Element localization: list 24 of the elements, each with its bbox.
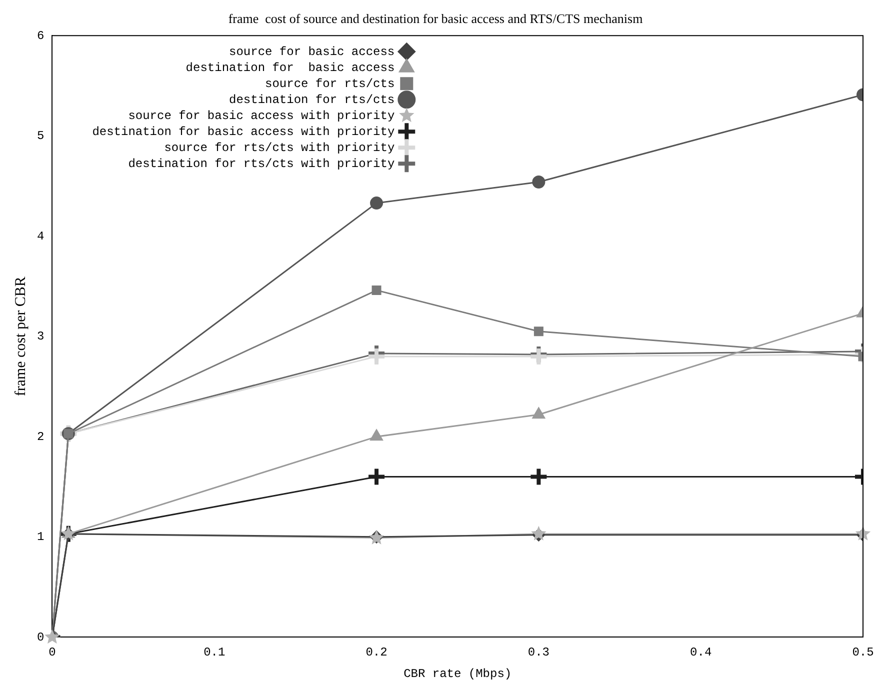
y-tick-label: 0: [37, 630, 44, 644]
legend-label: destination for rts/cts: [229, 92, 395, 107]
legend-label: source for basic access with priority: [128, 108, 395, 123]
legend-label: destination for basic access: [186, 60, 395, 75]
x-tick-label: 0.2: [366, 646, 388, 660]
y-tick-label: 1: [37, 530, 44, 544]
y-tick-label: 6: [37, 28, 44, 43]
y-tick-label: 5: [37, 129, 44, 144]
legend-label: source for rts/cts with priority: [164, 140, 395, 155]
legend-label: destination for rts/cts with priority: [128, 156, 395, 171]
y-tick-label: 4: [37, 229, 44, 244]
x-tick-label: 0.1: [204, 646, 226, 660]
x-axis-title: CBR rate (Mbps): [404, 666, 512, 681]
y-tick-label: 3: [37, 330, 44, 344]
legend-label: destination for basic access with priority: [92, 124, 395, 139]
chart-title: frame cost of source and destination for basic access and RTS/CTS mechanism: [228, 11, 643, 26]
x-tick-label: 0.4: [690, 646, 712, 660]
legend-label: source for rts/cts: [265, 76, 395, 91]
x-tick-label: 0: [48, 646, 56, 660]
y-axis-title: frame cost per CBR: [12, 276, 29, 396]
y-tick-label: 2: [37, 430, 44, 444]
x-tick-label: 0.5: [852, 646, 874, 660]
x-tick-label: 0.3: [528, 646, 550, 660]
legend-label: source for basic access: [229, 44, 395, 59]
